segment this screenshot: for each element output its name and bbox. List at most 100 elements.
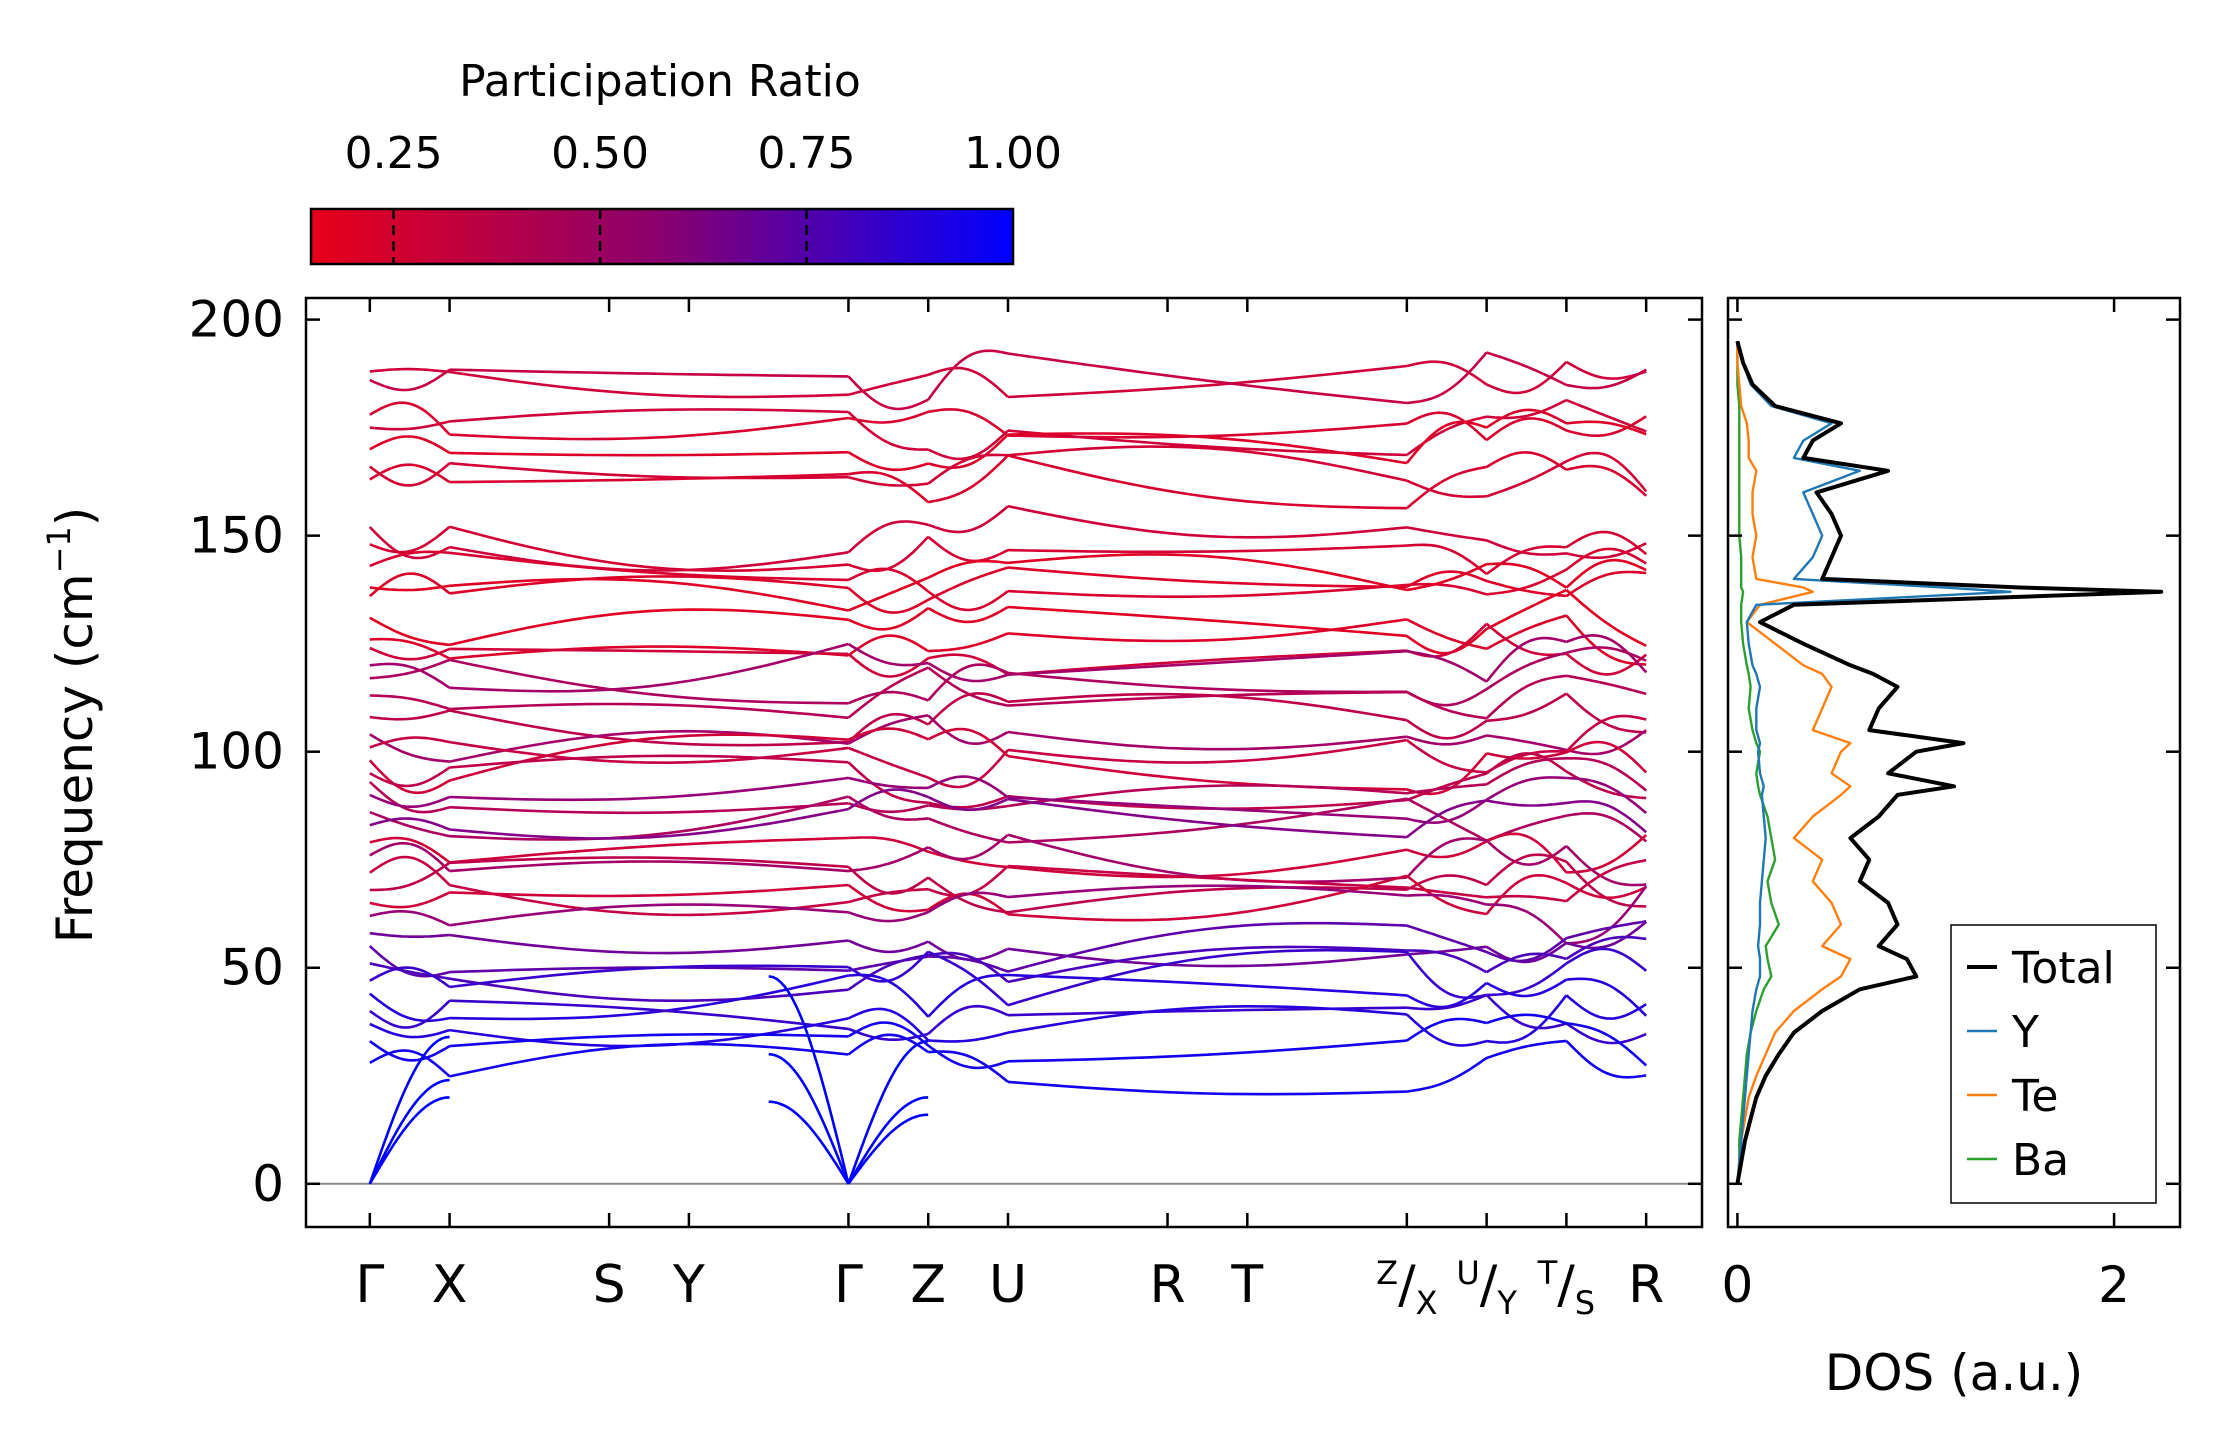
- phonon-band: [847, 865, 929, 895]
- phonon-band: [1007, 692, 1408, 722]
- band-plot-frame: [304, 296, 1704, 1229]
- acoustic-band: [847, 1039, 929, 1185]
- phonon-band: [369, 401, 451, 436]
- phonon-band: [1007, 671, 1407, 694]
- phonon-band: [369, 861, 451, 892]
- phonon-band: [1486, 962, 1568, 997]
- phonon-band: [1406, 563, 1488, 592]
- phonon-band: [369, 1022, 450, 1039]
- phonon-band: [369, 766, 451, 788]
- phonon-band: [1486, 903, 1568, 945]
- phonon-band: [1565, 858, 1647, 903]
- phonon-band: [1406, 772, 1487, 802]
- phonon-band: [928, 1050, 1009, 1083]
- phonon-band: [1486, 994, 1568, 1044]
- phonon-band: [848, 973, 930, 1018]
- phonon-band: [847, 727, 929, 741]
- phonon-band: [1486, 562, 1568, 589]
- phonon-band: [1485, 545, 1567, 576]
- phonon-band: [1406, 797, 1488, 842]
- phonon-band: [1485, 853, 1567, 886]
- phonon-band: [1565, 634, 1648, 674]
- phonon-band: [847, 607, 929, 631]
- phonon-band: [1007, 874, 1408, 922]
- phonon-band: [1007, 583, 1407, 598]
- colorbar-tick-label: 0.50: [551, 128, 649, 179]
- phonon-band: [1406, 949, 1488, 974]
- phonon-band: [1485, 994, 1567, 1030]
- phonon-band: [449, 807, 849, 840]
- phonon-band: [1406, 570, 1488, 589]
- phonon-band: [1486, 588, 1567, 631]
- phonon-band: [1405, 1013, 1487, 1047]
- acoustic-band: [768, 975, 850, 1185]
- phonon-band: [369, 910, 451, 927]
- phonon-band: [369, 584, 450, 592]
- phonon-band: [847, 939, 929, 954]
- phonon-band: [1007, 364, 1407, 399]
- phonon-band: [927, 433, 1009, 470]
- phonon-band: [1007, 973, 1407, 997]
- phonon-band: [1486, 937, 1568, 963]
- phonon-band: [369, 463, 451, 484]
- phonon-band: [1565, 1022, 1647, 1045]
- acoustic-band: [768, 1100, 850, 1185]
- colorbar: Participation Ratio 0.25 0.50 0.75 1.00: [309, 56, 1062, 266]
- phonon-band: [927, 865, 1009, 898]
- phonon-band: [1566, 646, 1647, 662]
- phonon-band: [1406, 582, 1487, 596]
- phonon-band: [847, 1021, 930, 1047]
- phonon-band: [847, 690, 929, 705]
- phonon-band: [1566, 920, 1647, 940]
- phonon-band: [449, 856, 849, 869]
- phonon-band: [847, 520, 929, 554]
- dos-tick-label: 0: [1722, 1256, 1754, 1314]
- phonon-band: [1566, 464, 1648, 497]
- phonon-band: [1406, 618, 1487, 651]
- phonon-band: [1007, 945, 1407, 984]
- phonon-band: [1405, 465, 1487, 510]
- phonon-band: [449, 964, 849, 989]
- phonon-band: [449, 933, 849, 955]
- phonon-band: [369, 931, 450, 938]
- frequency-tick-label: 100: [189, 723, 284, 781]
- phonon-band: [1406, 739, 1487, 774]
- acoustic-band: [768, 1052, 850, 1185]
- phonon-band: [369, 616, 450, 647]
- phonon-band: [1485, 757, 1567, 786]
- phonon-band: [449, 1042, 849, 1078]
- phonon-band: [1565, 570, 1647, 598]
- phonon-band: [847, 1027, 929, 1041]
- phonon-band: [1565, 881, 1647, 899]
- kpoint-label: Z: [910, 1255, 946, 1315]
- kpoint-composite-label: Z/X: [1376, 1254, 1437, 1322]
- phonon-band: [847, 1007, 930, 1042]
- phonon-band: [1565, 652, 1648, 676]
- phonon-band: [927, 454, 1009, 504]
- phonon-band: [1406, 840, 1488, 859]
- phonon-band: [927, 950, 1009, 1007]
- phonon-band: [927, 795, 1009, 812]
- phonon-band: [1485, 651, 1567, 691]
- phonon-band: [449, 903, 849, 927]
- phonon-band: [368, 572, 451, 598]
- phonon-band: [1007, 352, 1407, 405]
- phonon-band: [1566, 729, 1647, 756]
- phonon-band: [847, 910, 929, 923]
- phonon-band: [927, 775, 1009, 799]
- phonon-band: [928, 951, 1009, 983]
- phonon-band: [1406, 981, 1488, 1009]
- phonon-band: [449, 977, 849, 1002]
- phonon-band: [927, 566, 1009, 601]
- phonon-band: [1007, 1004, 1407, 1034]
- phonon-band: [1565, 398, 1647, 433]
- phonon-band: [1566, 542, 1647, 559]
- phonon-band: [847, 1033, 929, 1056]
- phonon-band: [449, 472, 849, 484]
- phonon-band: [1007, 566, 1407, 589]
- phonon-band: [369, 525, 451, 554]
- phonon-band: [1565, 1039, 1647, 1079]
- phonon-band: [1406, 543, 1488, 576]
